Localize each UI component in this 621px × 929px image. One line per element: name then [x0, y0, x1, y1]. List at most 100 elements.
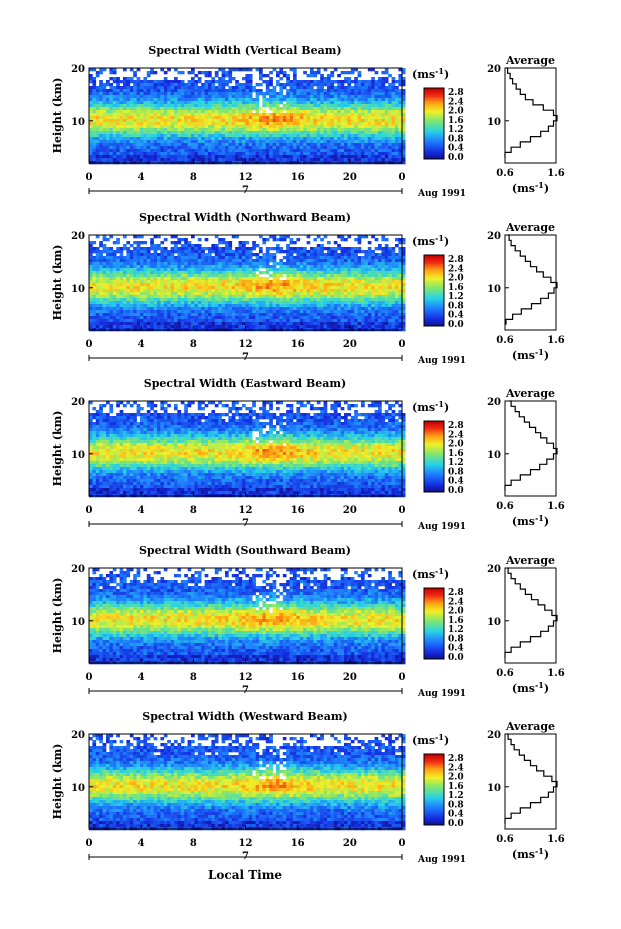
- colorbar-tick-label: 0.0: [448, 153, 464, 163]
- date-label: Aug 1991: [417, 356, 466, 366]
- x-tick-label: 4: [138, 505, 145, 516]
- colorbar-frame: [423, 420, 445, 493]
- panel-title: Spectral Width (Northward Beam): [139, 211, 351, 224]
- colorbar-tick-label: 0.4: [448, 477, 464, 487]
- profile-unit: (ms-1): [512, 680, 549, 695]
- y-tick-label: 10: [71, 117, 85, 128]
- profile-y-tick-label: 10: [487, 617, 501, 628]
- x-tick-label: 4: [138, 172, 145, 183]
- x-tick-label: 0: [399, 672, 406, 683]
- colorbar-tick-label: 2.8: [448, 421, 464, 431]
- colorbar-tick-label: 0.0: [448, 320, 464, 330]
- colorbar-tick-label: 1.2: [448, 292, 464, 302]
- panel-title: Spectral Width (Vertical Beam): [148, 44, 341, 57]
- profile-x-tick-label: 1.6: [547, 834, 564, 845]
- colorbar-tick-label: 1.2: [448, 458, 464, 468]
- profile-y-tick-label: 20: [487, 564, 501, 575]
- colorbar-tick-label: 1.6: [448, 449, 464, 459]
- colorbar-tick-label: 0.4: [448, 644, 464, 654]
- colorbar-unit: (ms-1): [412, 566, 449, 581]
- profile-plot: Average 20 10 0.6 1.6(ms-1): [487, 554, 565, 695]
- x-tick-label: 20: [343, 838, 357, 849]
- x-tick-label: 12: [239, 172, 253, 183]
- profile-title: Average: [505, 387, 555, 400]
- colorbar: 2.82.42.01.61.20.80.40.0: [423, 420, 464, 496]
- colorbar-frame: [423, 753, 445, 826]
- colorbar-tick-label: 0.4: [448, 311, 464, 321]
- colorbar-tick-label: 0.4: [448, 810, 464, 820]
- colorbar-tick-label: 2.8: [448, 88, 464, 98]
- profile-y-tick-label: 10: [487, 117, 501, 128]
- x-tick-label: 4: [138, 672, 145, 683]
- y-axis-label: Height (km): [51, 411, 64, 487]
- heatmap-cells: [89, 68, 406, 165]
- colorbar-tick-label: 2.4: [448, 430, 464, 440]
- panel-4: Spectral Width (Southward Beam) 20 10 Heigh…: [51, 544, 565, 699]
- profile-frame: [504, 733, 557, 830]
- x-tick-label: 0: [399, 505, 406, 516]
- colorbar-tick-label: 2.0: [448, 107, 464, 117]
- colorbar-tick-label: 1.2: [448, 791, 464, 801]
- y-tick-label: 20: [71, 564, 85, 575]
- date-label: Aug 1991: [417, 189, 466, 199]
- panel-1: Spectral Width (Vertical Beam) 20 10 Height…: [51, 44, 565, 199]
- colorbar-unit: (ms-1): [412, 233, 449, 248]
- y-tick-label: 20: [71, 64, 85, 75]
- colorbar-tick-label: 0.0: [448, 486, 464, 496]
- x-tick-label: 12: [239, 339, 253, 350]
- colorbar-tick-label: 2.0: [448, 773, 464, 783]
- colorbar-tick-label: 2.8: [448, 588, 464, 598]
- profile-line: [504, 567, 558, 658]
- y-tick-label: 10: [71, 284, 85, 295]
- y-axis-label: Height (km): [51, 78, 64, 154]
- profile-y-tick-label: 10: [487, 450, 501, 461]
- heatmap-cells: [89, 568, 406, 665]
- colorbar-tick-label: 2.0: [448, 274, 464, 284]
- colorbar-tick-label: 2.4: [448, 763, 464, 773]
- x-tick-label: 16: [291, 339, 305, 350]
- y-axis-label: Height (km): [51, 245, 64, 321]
- colorbar-tick-label: 0.8: [448, 301, 464, 311]
- profile-plot: Average 20 10 0.6 1.6(ms-1): [487, 54, 565, 195]
- profile-unit: (ms-1): [512, 347, 549, 362]
- profile-frame: [504, 567, 557, 664]
- heatmap-cells: [89, 734, 406, 831]
- panel-title: Spectral Width (Westward Beam): [142, 710, 347, 723]
- colorbar-tick-label: 0.8: [448, 467, 464, 477]
- profile-x-tick-label: 1.6: [547, 168, 564, 179]
- panel-title: Spectral Width (Eastward Beam): [144, 377, 346, 390]
- y-tick-label: 10: [71, 783, 85, 794]
- profile-title: Average: [505, 554, 555, 567]
- profile-unit: (ms-1): [512, 513, 549, 528]
- colorbar-tick-label: 0.8: [448, 134, 464, 144]
- x-tick-label: 4: [138, 339, 145, 350]
- day-marker: 7: [242, 518, 249, 529]
- profile-title: Average: [505, 221, 555, 234]
- x-tick-label: 8: [190, 672, 197, 683]
- x-tick-label: 0: [399, 838, 406, 849]
- colorbar-tick-label: 1.6: [448, 283, 464, 293]
- profile-plot: Average 20 10 0.6 1.6(ms-1): [487, 720, 565, 861]
- x-tick-label: 0: [86, 838, 93, 849]
- x-tick-label: 0: [86, 505, 93, 516]
- profile-y-tick-label: 20: [487, 64, 501, 75]
- y-tick-label: 10: [71, 617, 85, 628]
- x-tick-label: 12: [239, 838, 253, 849]
- day-marker: 7: [242, 352, 249, 363]
- profile-title: Average: [505, 720, 555, 733]
- heatmap-cells: [89, 401, 406, 498]
- x-tick-label: 8: [190, 172, 197, 183]
- x-tick-label: 0: [399, 172, 406, 183]
- profile-y-tick-label: 10: [487, 783, 501, 794]
- x-tick-label: 12: [239, 505, 253, 516]
- profile-x-tick-label: 0.6: [496, 335, 513, 346]
- x-tick-label: 0: [86, 672, 93, 683]
- x-axis-title: Local Time: [208, 868, 282, 882]
- panel-title: Spectral Width (Southward Beam): [139, 544, 351, 557]
- colorbar-tick-label: 0.8: [448, 800, 464, 810]
- colorbar-tick-label: 1.2: [448, 125, 464, 135]
- profile-plot: Average 20 10 0.6 1.6(ms-1): [487, 387, 565, 528]
- date-label: Aug 1991: [417, 855, 466, 865]
- colorbar-tick-label: 2.4: [448, 597, 464, 607]
- colorbar-unit: (ms-1): [412, 399, 449, 414]
